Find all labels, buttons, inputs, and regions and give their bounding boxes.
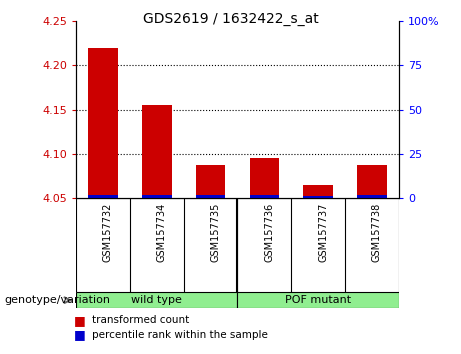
- Bar: [249, 195, 279, 198]
- Text: percentile rank within the sample: percentile rank within the sample: [92, 330, 268, 339]
- Text: transformed count: transformed count: [92, 315, 189, 325]
- Text: GSM157738: GSM157738: [372, 203, 382, 262]
- Bar: [303, 185, 333, 198]
- Text: ■: ■: [74, 328, 85, 341]
- Bar: [88, 48, 118, 198]
- Text: ■: ■: [74, 314, 85, 327]
- Bar: [303, 196, 333, 198]
- Bar: [196, 165, 225, 198]
- Text: POF mutant: POF mutant: [285, 295, 351, 305]
- Bar: [196, 195, 225, 198]
- Text: wild type: wild type: [131, 295, 182, 305]
- Text: GDS2619 / 1632422_s_at: GDS2619 / 1632422_s_at: [142, 12, 319, 27]
- Bar: [76, 292, 237, 308]
- Text: genotype/variation: genotype/variation: [5, 295, 111, 305]
- Bar: [142, 105, 171, 198]
- Text: GSM157736: GSM157736: [264, 203, 274, 262]
- Bar: [142, 195, 171, 198]
- Bar: [357, 165, 387, 198]
- Bar: [357, 195, 387, 198]
- Bar: [88, 195, 118, 198]
- Text: GSM157735: GSM157735: [211, 203, 220, 262]
- Bar: [249, 159, 279, 198]
- Text: GSM157734: GSM157734: [157, 203, 167, 262]
- Bar: [237, 292, 399, 308]
- Text: GSM157732: GSM157732: [103, 203, 113, 262]
- Text: GSM157737: GSM157737: [318, 203, 328, 262]
